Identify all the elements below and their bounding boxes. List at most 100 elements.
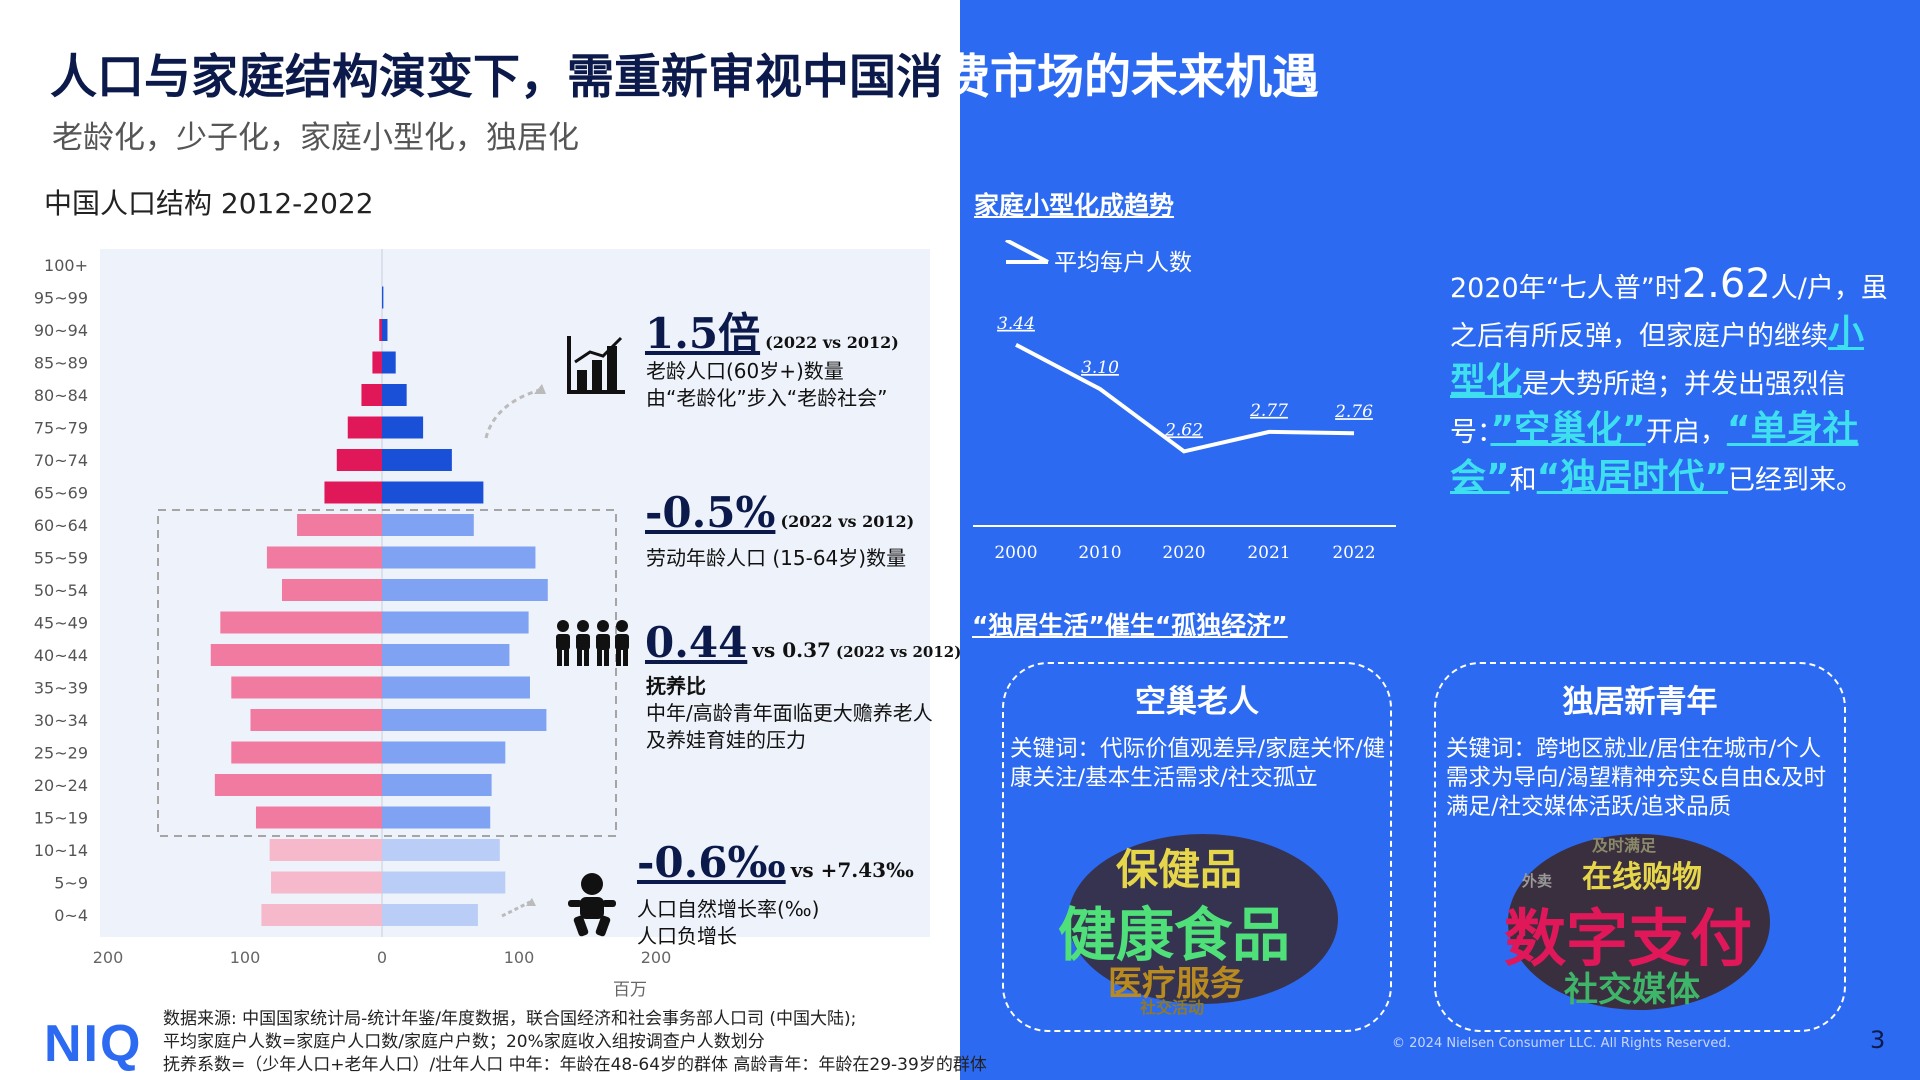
title-part1: 人口与家庭结构演变下，需重新审视中国消 [50, 50, 943, 105]
stat-elderly-desc: 老龄人口(60岁+)数量 由“老龄化”步入“老龄社会” [646, 358, 887, 412]
bar-right [382, 871, 506, 894]
cloud-word: 在线购物 [1582, 860, 1702, 895]
commentary-e: 是大势所趋；并发出强烈信号： [1450, 369, 1847, 448]
stat-labor-value: -0.5% [645, 488, 776, 537]
age-group-label: 25~29 [34, 744, 88, 763]
x-tick-label: 2010 [1078, 543, 1121, 563]
bar-right [382, 416, 424, 439]
x-tick-label: 200 [641, 948, 672, 967]
source-line2: 平均家庭户人数=家庭户人口数/家庭户户数；20%家庭收入组按调查户人数划分 [163, 1032, 765, 1052]
data-label: 2.62 [1164, 420, 1203, 440]
bar-left [361, 384, 382, 406]
commentary-f: ”空巢化” [1490, 409, 1646, 450]
age-group-label: 90~94 [34, 321, 88, 340]
bar-right [382, 774, 492, 796]
growth-chart-icon [567, 336, 625, 394]
population-pyramid-chart: 100+ 95~99 90~94 85~89 80~84 75~79 70~74 65~69 6… [34, 249, 930, 1000]
bar-right [382, 644, 510, 666]
age-group-label: 30~34 [34, 711, 88, 730]
arrow-icon [484, 384, 546, 439]
bar-right [382, 286, 384, 309]
age-group-label: 60~64 [34, 516, 88, 535]
commentary-g: 开启， [1645, 417, 1727, 448]
card1-word-cloud: 保健品 健康食品 医疗服务 社交活动 [1054, 824, 1344, 1017]
x-axis-label: 百万 [613, 980, 647, 1000]
age-group-label: 35~39 [34, 679, 88, 698]
bar-right [382, 351, 396, 374]
cloud-word: 及时满足 [1592, 836, 1657, 855]
chart-title: 中国人口结构 2012-2022 [44, 187, 374, 220]
bar-left [297, 514, 382, 536]
stat-dependency-compare: (2022 vs 2012) [836, 643, 962, 661]
age-group-label: 100+ [44, 256, 88, 275]
stat-growth-line1: 人口自然增长率(‰) [637, 897, 820, 921]
stat-growth-value: -0.6‰ [637, 838, 786, 887]
bar-right [382, 676, 530, 699]
cloud-word: 健康食品 [1058, 901, 1291, 969]
commentary-h: “单身社会” [1450, 409, 1859, 498]
bar-right [382, 514, 474, 536]
cloud-word: 社交活动 [1140, 998, 1205, 1017]
stat-growth-line2: 人口负增长 [637, 924, 737, 948]
stat-dependency-value: 0.44 [645, 618, 748, 667]
age-group-label: 15~19 [34, 809, 88, 828]
commentary-b: 2.62 [1681, 261, 1771, 307]
page-subtitle: 老龄化，少子化，家庭小型化，独居化 [52, 120, 579, 156]
stat-labor: -0.5% (2022 vs 2012) [645, 488, 914, 537]
source-note: 数据来源: 中国国家统计局-统计年鉴/年度数据，联合国经济和社会事务部人口司 (… [163, 1008, 987, 1077]
age-group-label: 5~9 [54, 874, 88, 893]
solo-section-title: “独居生活”催生“孤独经济” [972, 611, 1288, 640]
x-tick-label: 2020 [1162, 543, 1205, 563]
age-group-label: 55~59 [34, 549, 88, 568]
stat-growth-desc: 人口自然增长率(‰) 人口负增长 [637, 896, 819, 950]
data-label: 2.77 [1249, 401, 1288, 421]
bar-left [271, 871, 382, 894]
commentary-j: “独居时代” [1536, 457, 1728, 498]
commentary-i: 和 [1509, 465, 1537, 496]
bar-left [269, 839, 382, 861]
bar-left [231, 741, 382, 764]
age-group-label: 95~99 [34, 289, 88, 308]
bar-left [220, 611, 382, 634]
small-arrow-icon [501, 898, 536, 918]
cloud-word: 数字支付 [1504, 902, 1753, 975]
title-part2: 费市场的未来机遇 [943, 50, 1319, 105]
commentary-a: 2020年“七人普”时 [1450, 273, 1682, 304]
bar-left [210, 644, 382, 666]
legend-label: 平均每户人数 [1054, 250, 1192, 276]
bar-right [382, 611, 529, 634]
x-tick-label: 100 [504, 948, 535, 967]
stat-elderly-line2: 由“老龄化”步入“老龄社会” [646, 386, 888, 410]
stat-elderly-line1: 老龄人口(60岁+)数量 [646, 359, 844, 383]
stat-elderly-compare: (2022 vs 2012) [765, 333, 899, 352]
bar-left [261, 904, 382, 926]
age-group-label: 20~24 [34, 776, 88, 795]
bar-left [347, 416, 382, 439]
age-group-label: 45~49 [34, 614, 88, 633]
card-solo-youth: 独居新青年 关键词：跨地区就业/居住在城市/个人需求为导向/渴望精神充实&自由&… [1434, 662, 1846, 1032]
bar-right [382, 741, 506, 764]
stat-dependency: 0.44 vs 0.37 (2022 vs 2012) [645, 618, 961, 667]
baby-icon [568, 873, 616, 937]
source-line3: 抚养系数=（少年人口+老年人口）/壮年人口 中年：年龄在48-64岁的群体 高龄… [163, 1055, 987, 1075]
card1-keywords: 关键词：代际价值观差异/家庭关怀/健康关注/基本生活需求/社交孤立 [1010, 736, 1386, 791]
stat-elderly-value: 1.5倍 [645, 309, 761, 358]
stat-growth-vs: vs +7.43‰ [790, 858, 914, 882]
card2-title: 独居新青年 [1562, 684, 1718, 720]
bar-left [281, 579, 382, 601]
card2-word-cloud: 及时满足 在线购物 数字支付 社交媒体 外卖 [1494, 828, 1784, 1018]
stat-labor-compare: (2022 vs 2012) [780, 512, 915, 531]
age-group-label: 0~4 [54, 906, 88, 925]
age-group-label: 75~79 [34, 419, 88, 438]
card1-title: 空巢老人 [1135, 684, 1259, 720]
bar-left [379, 319, 382, 341]
family-icon [556, 620, 629, 666]
cloud-word: 保健品 [1116, 845, 1243, 894]
stat-dependency-line2: 中年/高龄青年面临更大赡养老人 [646, 701, 933, 725]
bar-right [382, 481, 484, 504]
bar-left [336, 449, 382, 471]
niq-logo: NIQ [44, 1015, 143, 1073]
bar-right [382, 384, 407, 406]
bar-left [231, 676, 382, 699]
copyright: © 2024 Nielsen Consumer LLC. All Rights … [1392, 1036, 1731, 1051]
